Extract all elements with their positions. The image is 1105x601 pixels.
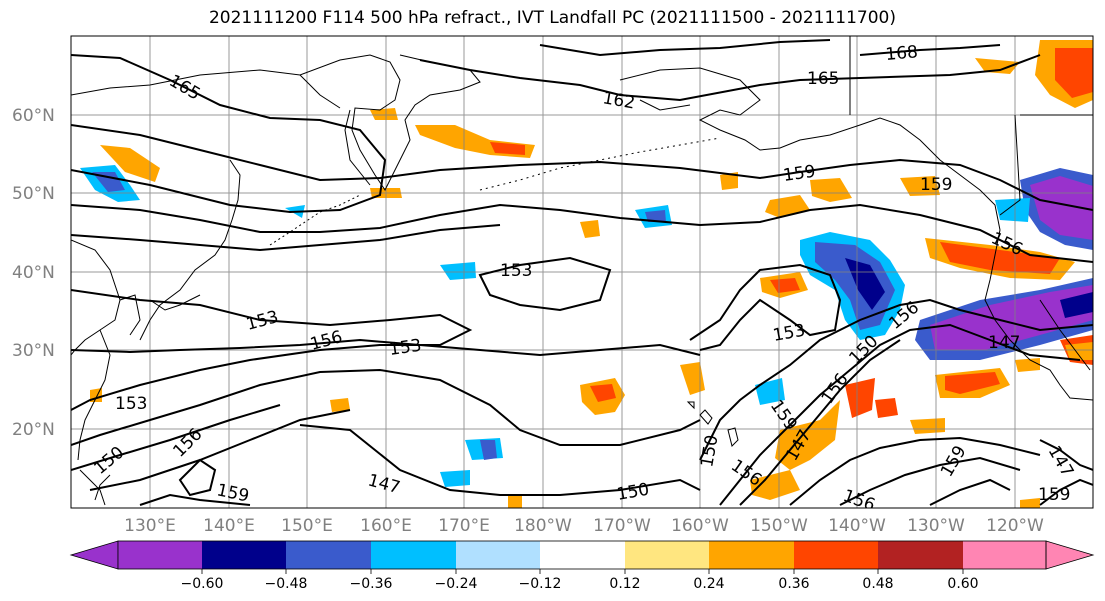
colorbar-segment	[709, 541, 794, 569]
lon-label: 160°W	[671, 516, 729, 536]
colorbar-segment	[540, 541, 625, 569]
colorbar-tick-label: 0.36	[778, 576, 809, 592]
colorbar-tick-label: −0.12	[519, 576, 562, 592]
lon-label: 170°W	[593, 516, 651, 536]
contour-label: 159	[920, 175, 952, 195]
lat-label-40n: 40°N	[12, 263, 55, 283]
contour-label: 153	[388, 336, 423, 360]
contour-label: 153	[115, 394, 147, 414]
map-title: 2021111200 F114 500 hPa refract., IVT La…	[208, 8, 896, 28]
lon-label: 140°E	[203, 516, 255, 536]
colorbar-segment	[286, 541, 371, 569]
contour-label: 159	[1038, 485, 1070, 505]
colorbar-segment	[878, 541, 963, 569]
colorbar-tick-label: −0.60	[181, 576, 224, 592]
colorbar-tick-label: 0.24	[693, 576, 724, 592]
contour-label: 165	[807, 69, 839, 89]
lon-label: 170°E	[438, 516, 490, 536]
colorbar-tick-label: 0.12	[609, 576, 640, 592]
lon-label: 120°W	[986, 516, 1044, 536]
contour-label: 168	[885, 42, 919, 65]
lon-label: 140°W	[828, 516, 886, 536]
colorbar-segment	[456, 541, 540, 569]
colorbar-segment	[625, 541, 709, 569]
coastlines	[71, 36, 1093, 506]
colorbar-segment	[202, 541, 286, 569]
lon-label: 130°W	[907, 516, 965, 536]
colorbar-tick-label: −0.36	[350, 576, 393, 592]
map-gridlines	[71, 36, 1093, 508]
colorbar-tick-label: −0.24	[435, 576, 478, 592]
contour-label: 147	[988, 333, 1020, 353]
colorbar-tick-label: 0.60	[947, 576, 978, 592]
lon-label: 150°W	[750, 516, 808, 536]
longitude-labels: 130°E 140°E 150°E 160°E 170°E 180°W 170°…	[124, 516, 1044, 536]
colorbar-segment	[118, 541, 202, 569]
contour-label: 153	[500, 261, 532, 281]
shaded-anomaly-fields	[80, 40, 1093, 508]
colorbar-tick-label: −0.48	[265, 576, 308, 592]
lat-label-30n: 30°N	[12, 341, 55, 361]
lat-label-20n: 20°N	[12, 420, 55, 440]
lon-label: 160°E	[360, 516, 412, 536]
colorbar: −0.60 −0.48 −0.36 −0.24 −0.12 0.12 0.24 …	[69, 540, 1095, 592]
latitude-labels: 60°N 50°N 40°N 30°N 20°N	[12, 106, 55, 440]
colorbar-segment	[963, 541, 1046, 569]
colorbar-segment	[371, 541, 456, 569]
lon-label: 180°W	[514, 516, 572, 536]
lat-label-60n: 60°N	[12, 106, 55, 126]
lat-label-50n: 50°N	[12, 184, 55, 204]
lon-label: 150°E	[281, 516, 333, 536]
geopotential-contours	[71, 39, 1093, 506]
map-frame	[70, 35, 1094, 509]
lon-label: 130°E	[124, 516, 176, 536]
contour-label: 159	[782, 162, 817, 186]
colorbar-extend-low	[69, 540, 119, 570]
colorbar-extend-high	[1045, 540, 1095, 570]
colorbar-tick-label: 0.48	[862, 576, 893, 592]
colorbar-segment	[794, 541, 878, 569]
